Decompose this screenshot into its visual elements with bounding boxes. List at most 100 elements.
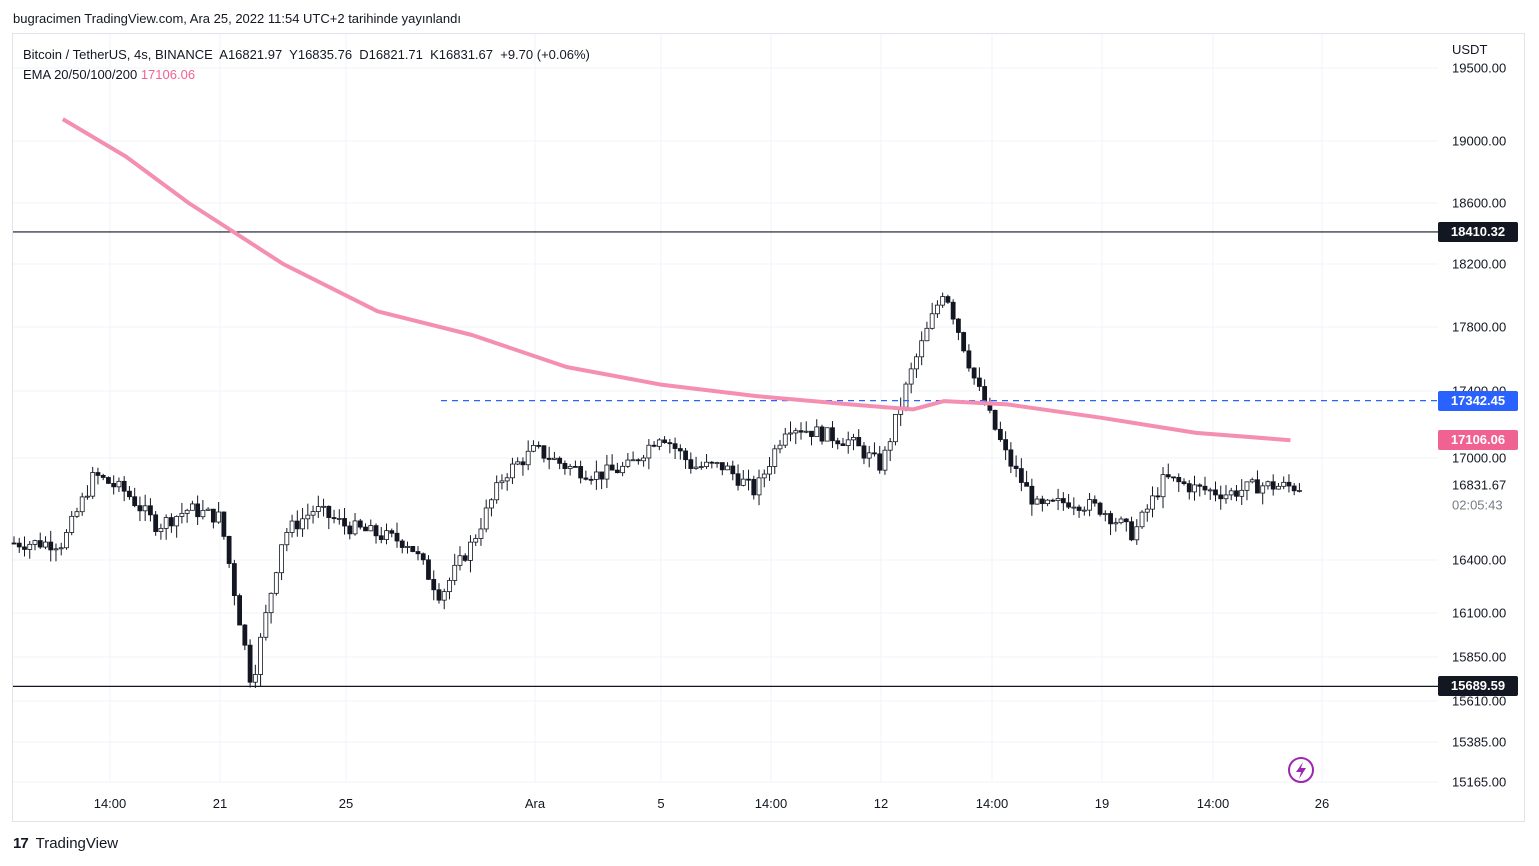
candle-down: [971, 367, 977, 379]
candle-up: [352, 520, 358, 535]
candle-up: [919, 340, 925, 358]
candle-down: [231, 563, 237, 597]
candle-up: [1265, 481, 1271, 487]
candle-up: [1160, 474, 1166, 498]
candle-up: [940, 296, 946, 306]
candle-down: [436, 589, 442, 601]
candle-up: [1113, 522, 1119, 525]
candle-up: [593, 471, 599, 480]
bar-countdown-label: 02:05:43: [1452, 497, 1503, 513]
candle-up: [824, 427, 830, 442]
candle-down: [121, 480, 127, 492]
candle-up: [310, 511, 316, 516]
candle-up: [1034, 498, 1040, 505]
candle-down: [426, 559, 431, 580]
candle-down: [709, 461, 715, 464]
y-tick-label: 17000.00: [1452, 450, 1507, 466]
candle-up: [525, 450, 531, 466]
candle-down: [651, 444, 657, 447]
candle-down: [840, 443, 846, 446]
candle-up: [620, 465, 626, 474]
x-tick-label: 14:00: [93, 796, 127, 811]
candle-down: [572, 466, 578, 468]
bolt-icon[interactable]: [1288, 757, 1314, 783]
candle-down: [578, 466, 584, 479]
candle-up: [289, 520, 295, 533]
candle-down: [420, 553, 426, 561]
candle-up: [924, 327, 930, 342]
candle-down: [541, 445, 547, 459]
candle-up: [893, 413, 898, 443]
candle-down: [294, 520, 300, 530]
candle-down: [819, 426, 825, 442]
candle-up: [803, 430, 809, 433]
candle-down: [242, 624, 248, 646]
candle-up: [32, 540, 38, 545]
candle-up: [515, 461, 521, 465]
candle-up: [473, 538, 479, 543]
candle-up: [405, 545, 410, 548]
candle-down: [562, 462, 568, 469]
candle-down: [22, 546, 27, 550]
x-tick-label: 14:00: [754, 796, 788, 811]
candle-up: [630, 459, 636, 462]
candle-up: [908, 368, 914, 385]
currency-label[interactable]: USDT: [1452, 42, 1488, 57]
candle-up: [483, 507, 489, 530]
tradingview-brand[interactable]: 17 TradingView: [13, 835, 118, 852]
candle-up: [158, 527, 164, 532]
candle-down: [399, 540, 405, 548]
candle-up: [336, 518, 342, 520]
candle-down: [1029, 485, 1035, 505]
candle-down: [751, 478, 757, 496]
candle-down: [635, 459, 641, 462]
candle-up: [1071, 506, 1077, 509]
candle-down: [1097, 502, 1103, 515]
y-tick-label: 18200.00: [1452, 256, 1507, 272]
candle-up: [725, 465, 730, 471]
candle-up: [284, 532, 290, 546]
candle-down: [672, 443, 678, 449]
candle-down: [614, 469, 620, 474]
tradingview-logo-icon: 17: [13, 835, 29, 852]
candle-down: [856, 437, 862, 447]
candle-down: [1255, 479, 1260, 494]
candle-up: [116, 480, 122, 488]
candle-up: [468, 541, 473, 561]
candle-down: [11, 542, 17, 545]
candle-up: [53, 548, 59, 551]
candle-up: [43, 541, 48, 548]
candle-down: [730, 465, 736, 475]
candle-down: [1270, 481, 1276, 490]
candle-down: [599, 471, 605, 480]
symbol-line[interactable]: Bitcoin / TetherUS, 4s, BINANCE A16821.9…: [23, 47, 590, 62]
candle-up: [698, 466, 704, 468]
candle-up: [1139, 511, 1145, 528]
y-tick-label: 16400.00: [1452, 552, 1507, 568]
candle-up: [189, 503, 195, 511]
candle-down: [966, 350, 972, 369]
candle-up: [772, 448, 778, 467]
candle-down: [378, 535, 384, 540]
candle-down: [536, 445, 542, 447]
ema-line: [61, 117, 1291, 443]
candle-up: [315, 506, 321, 512]
resistance-price-tag: 18410.32: [1438, 221, 1518, 242]
candle-down: [583, 477, 589, 480]
candle-down: [195, 503, 201, 518]
ema-legend[interactable]: EMA 20/50/100/200 17106.06: [23, 65, 590, 85]
candle-down: [1108, 513, 1113, 525]
candle-up: [567, 466, 573, 469]
candle-down: [127, 490, 132, 498]
candle-down: [168, 517, 174, 527]
x-tick-label: 14:00: [975, 796, 1009, 811]
candle-up: [85, 495, 90, 498]
candle-up: [1134, 526, 1140, 541]
candle-down: [410, 545, 416, 552]
candle-down: [37, 540, 43, 548]
candle-up: [305, 514, 311, 520]
candle-down: [1155, 495, 1161, 498]
candle-down: [1013, 465, 1019, 469]
candle-down: [1123, 518, 1129, 523]
